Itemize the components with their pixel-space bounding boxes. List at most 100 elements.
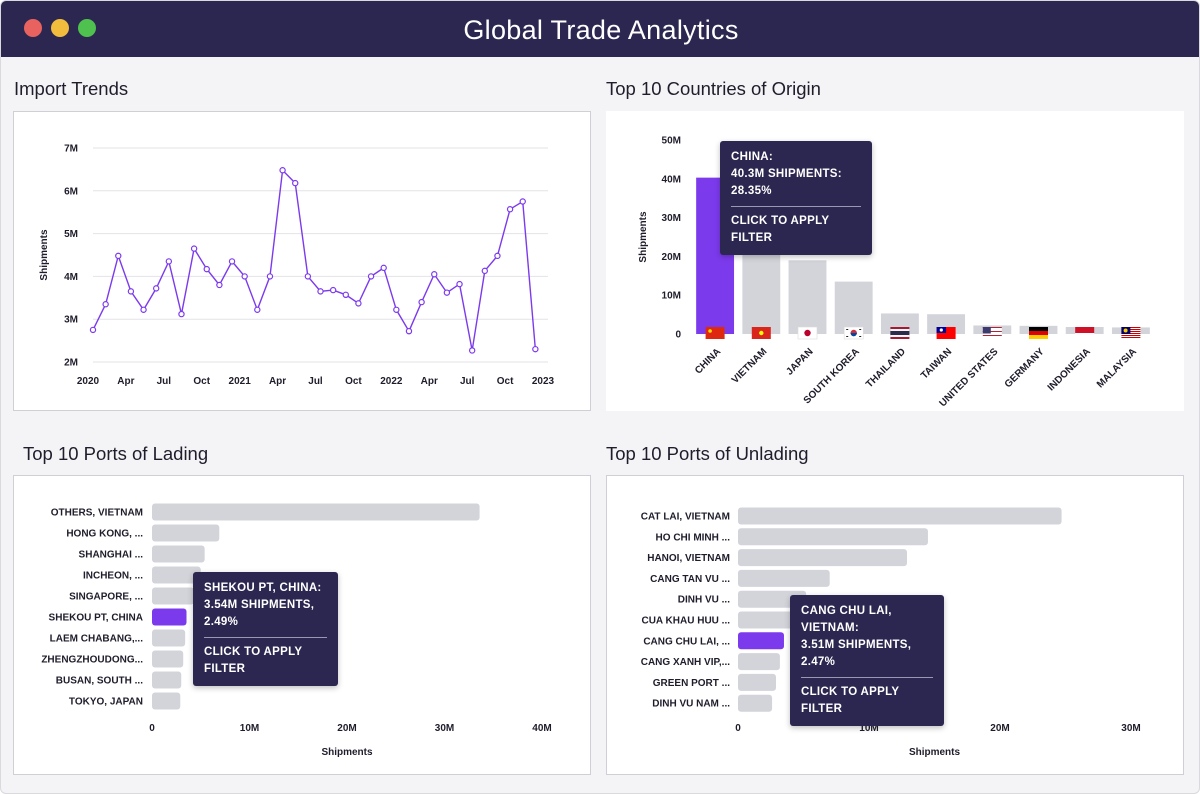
bar-row: [152, 692, 181, 710]
data-point: [140, 306, 147, 313]
unlading-chart[interactable]: CAT LAI, VIETNAM HO CHI MINH ... HANOI, VI…: [607, 476, 1183, 774]
bar-row: [738, 632, 784, 650]
x-tick-label: Oct: [345, 376, 362, 387]
china-flag-icon: [705, 327, 725, 339]
data-point: [329, 286, 337, 294]
data-point: [203, 265, 210, 273]
flag-moon: [1123, 328, 1128, 333]
category-label: DINH VU ...: [678, 595, 730, 606]
data-point: [393, 306, 400, 313]
flag-part: [1121, 337, 1141, 338]
minimize-window-button[interactable]: [51, 19, 69, 37]
flag-part: [982, 330, 1002, 331]
y-tick-label: 4M: [64, 272, 78, 283]
bar-row: [152, 503, 480, 521]
data-point: [342, 291, 349, 299]
category-label: TOKYO, JAPAN: [69, 697, 143, 708]
x-tick-label: Oct: [193, 376, 210, 387]
bar-row: [738, 694, 773, 712]
data-point: [102, 301, 109, 308]
data-point: [481, 267, 489, 275]
flag-part: [1121, 327, 1141, 328]
data-point: [216, 281, 223, 289]
tooltip-shipments: 40.3M SHIPMENTS:: [731, 168, 842, 180]
y-tick-label: 20M: [662, 252, 681, 263]
x-tick-label: 2022: [380, 376, 403, 387]
bar-row: [152, 524, 220, 542]
unlading-tooltip[interactable]: CANG CHU LAI, VIETNAM: 3.51M SHIPMENTS, …: [790, 595, 944, 726]
data-point: [89, 326, 97, 334]
flag-part: [859, 336, 862, 337]
category-label: HANOI, VIETNAM: [647, 553, 730, 564]
flag-part: [846, 336, 849, 337]
flag-sun: [939, 328, 943, 332]
bar-japan: [788, 260, 827, 334]
thailand-flag-icon: [890, 327, 910, 339]
x-tick-label: Oct: [497, 376, 514, 387]
flag-part: [705, 327, 725, 339]
data-point: [190, 245, 198, 252]
data-point: [317, 288, 324, 295]
flag-part: [1121, 331, 1141, 332]
origin-tooltip[interactable]: CHINA: 40.3M SHIPMENTS: 28.35% CLICK TO …: [720, 141, 872, 255]
category-label: DINH VU NAM ...: [652, 699, 730, 710]
flag-part: [1029, 327, 1048, 331]
category-label: HONG KONG, ...: [66, 529, 143, 540]
y-axis-label: Shipments: [638, 211, 649, 263]
flag-star: [759, 330, 764, 336]
tooltip-country: CHINA:: [731, 151, 774, 163]
lading-chart[interactable]: OTHERS, VIETNAM HONG KONG, ... SHANGHAI ..…: [14, 476, 590, 774]
data-point: [418, 298, 425, 306]
data-point: [115, 252, 122, 260]
data-point: [468, 347, 476, 354]
united-states-flag-icon: [982, 327, 1002, 339]
y-tick-label: 7M: [64, 144, 78, 155]
tooltip-apply-filter[interactable]: CLICK TO APPLY FILTER: [204, 646, 303, 675]
flag-part: [982, 327, 991, 334]
app-title: Global Trade Analytics: [463, 15, 739, 45]
origin-panel: 0 10M 20M 30M 40M 50M Shipments CHINA VIETNAM JAP…: [606, 111, 1184, 411]
tooltip-percent: 2.49%: [204, 616, 239, 628]
x-axis-label: Shipments: [909, 747, 961, 758]
title-bar: Global Trade Analytics: [1, 1, 1199, 57]
flag-border: [797, 326, 818, 340]
y-tick-label: 5M: [64, 229, 78, 240]
flag-part: [1121, 332, 1141, 333]
data-point: [304, 273, 312, 280]
y-tick-label: 50M: [662, 136, 681, 147]
bar-row: [152, 587, 194, 605]
tooltip-apply-filter[interactable]: CLICK TO APPLY FILTER: [731, 215, 830, 244]
flag-part: [890, 331, 910, 335]
tooltip-divider: [204, 637, 327, 638]
category-label: CANG XANH VIP,...: [641, 657, 730, 668]
origin-chart[interactable]: 0 10M 20M 30M 40M 50M Shipments CHINA VIETNAM JAP…: [606, 111, 1184, 411]
flag-part: [1121, 336, 1141, 337]
indonesia-flag-icon: [1075, 327, 1095, 339]
flag-part: [1121, 328, 1141, 329]
flag-part: [982, 328, 1002, 329]
flag-disc: [850, 333, 857, 337]
import-trends-chart[interactable]: 2M 3M 4M 5M 6M 7M 2020 Apr Jul Oct 2021 Apr Jul Oct 20…: [14, 112, 590, 410]
y-tick-label: 3M: [64, 315, 78, 326]
tooltip-percent: 2.47%: [801, 656, 836, 668]
flag-border: [843, 326, 864, 340]
tooltip-apply-filter[interactable]: CLICK TO APPLY FILTER: [801, 686, 900, 715]
y-tick-label: 40M: [662, 174, 681, 185]
maximize-window-button[interactable]: [78, 19, 96, 37]
tooltip-percent: 28.35%: [731, 185, 772, 197]
category-label: SINGAPORE, ...: [69, 592, 143, 603]
bar-row: [152, 671, 182, 689]
flag-part: [1121, 329, 1141, 330]
origin-title: Top 10 Countries of Origin: [606, 78, 821, 99]
flag-part: [1029, 331, 1048, 335]
lading-tooltip[interactable]: SHEKOU PT, CHINA: 3.54M SHIPMENTS, 2.49%…: [193, 572, 338, 686]
x-tick-label: 10M: [859, 723, 878, 734]
category-label: LAEM CHABANG,...: [50, 634, 144, 645]
x-tick-label: 2020: [77, 376, 100, 387]
flag-part: [846, 329, 849, 330]
import-trends-title: Import Trends: [14, 78, 129, 99]
close-window-button[interactable]: [24, 19, 42, 37]
flag-part: [982, 337, 1002, 338]
flag-part: [1121, 334, 1141, 335]
